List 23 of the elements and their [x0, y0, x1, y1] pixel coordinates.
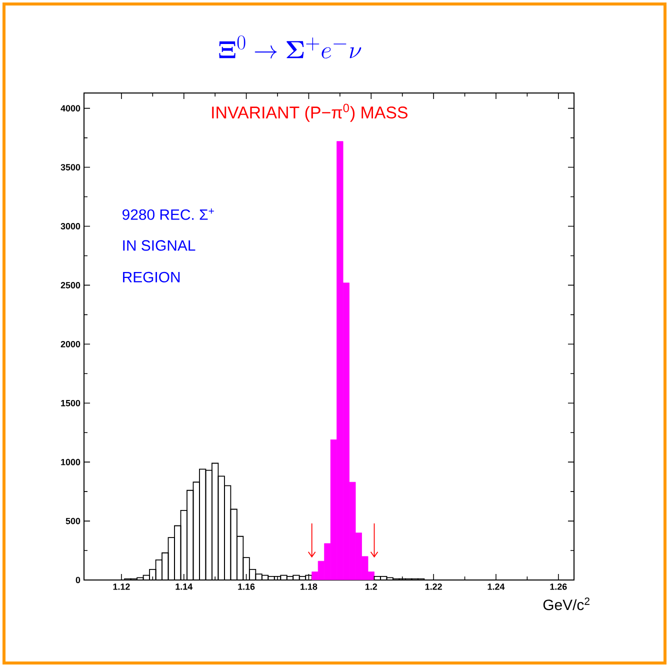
y-tick-label: 3000	[60, 223, 80, 230]
y-tick-label: 500	[66, 518, 80, 524]
x-axis-title: GeV/c$^{2}$	[543, 598, 590, 610]
annotation: IN SIGNAL	[123, 240, 196, 251]
y-tick-label: 2500	[60, 282, 80, 288]
y-tick-label: 2000	[60, 340, 80, 348]
x-tick-label: 1.16	[238, 584, 255, 590]
annotation: 9280 REC. Σ$^{+}$	[122, 208, 214, 220]
x-tick-label: 1.26	[550, 584, 567, 590]
y-tick-label: 3500	[60, 164, 80, 170]
annotation: INVARIANT (P−π$^{0}$) MASS	[212, 104, 408, 122]
annotation: REGION	[123, 272, 180, 282]
y-tick-label: 0	[76, 576, 80, 584]
x-tick-label: 1.24	[488, 584, 505, 590]
x-tick-label: 1.18	[300, 584, 318, 590]
x-tick-label: 1.2	[365, 584, 378, 590]
chart-title: $\mathbf{\Xi}^0 \rightarrow \mathbf{\Sigma}^+ e^- \nu$	[219, 35, 362, 58]
y-tick-label: 4000	[60, 105, 80, 112]
x-tick-label: 1.14	[176, 584, 193, 590]
y-tick-label: 1000	[61, 458, 80, 466]
x-tick-label: 1.12	[113, 584, 130, 590]
y-tick-label: 1500	[61, 400, 80, 406]
x-tick-label: 1.22	[425, 584, 442, 590]
